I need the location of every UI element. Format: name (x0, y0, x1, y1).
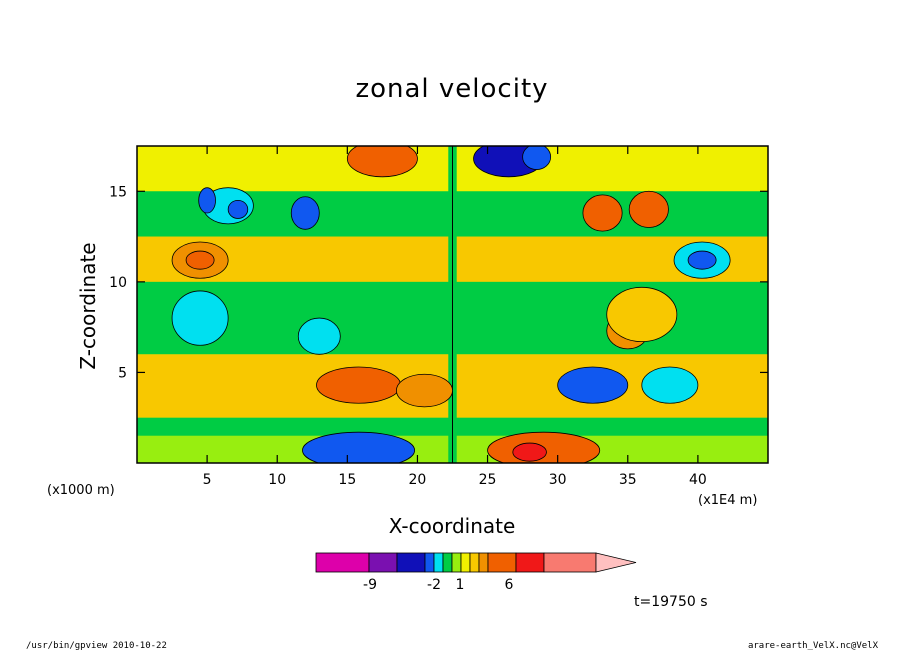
colorbar-label: 1 (456, 577, 465, 593)
field-band (137, 417, 454, 436)
colorbar-swatch (478, 552, 489, 573)
colorbar-swatch (396, 552, 426, 573)
x-tick-label: 15 (338, 472, 356, 488)
colorbar-swatch (424, 552, 435, 573)
colorbar-label: -2 (427, 577, 441, 593)
contour-feature (227, 199, 249, 219)
x-tick-label: 35 (619, 472, 637, 488)
contour-feature (582, 194, 623, 232)
x-tick-label: 10 (268, 472, 286, 488)
x-scale-label: (x1E4 m) (698, 493, 758, 508)
colorbar-swatch (451, 552, 462, 573)
x-axis-label: X-coordinate (388, 514, 516, 538)
contour-feature (606, 286, 678, 343)
chart-title: zonal velocity (355, 74, 549, 104)
contour-feature (628, 190, 669, 228)
x-tick-label: 30 (549, 472, 567, 488)
x-tick-label: 40 (689, 472, 707, 488)
contour-feature (557, 366, 629, 404)
contour-feature (346, 146, 418, 178)
field-band (453, 417, 768, 436)
x-axis-ticks: 5 10 15 20 25 30 35 40 (203, 146, 707, 488)
colorbar-label: 6 (505, 577, 514, 593)
x-tick-label: 25 (479, 472, 497, 488)
colorbar-swatch (315, 552, 370, 573)
colorbar-swatch (368, 552, 398, 573)
x-tick-label: 20 (409, 472, 427, 488)
y-tick-label: 5 (118, 365, 127, 381)
colorbar: -9 -2 1 6 (315, 552, 637, 593)
colorbar-swatch (487, 552, 517, 573)
contour-feature (185, 250, 215, 270)
contour-feature (198, 187, 216, 214)
x-tick-label: 5 (203, 472, 212, 488)
y-axis-label: Z-coordinate (76, 242, 100, 370)
contour-feature (396, 373, 453, 408)
colorbar-swatch (515, 552, 545, 573)
y-tick-label: 10 (109, 275, 127, 291)
y-tick-label: 15 (109, 184, 127, 200)
colorbar-swatch (433, 552, 444, 573)
contour-feature (297, 317, 341, 355)
colorbar-swatch (460, 552, 471, 573)
contour-feature (171, 290, 229, 346)
plot-frame (136, 145, 769, 464)
contour-feature (290, 196, 320, 230)
colorbar-label: -9 (363, 577, 377, 593)
contour-features (171, 146, 731, 463)
contour-feature (512, 442, 547, 462)
footer-right: arare-earth_VelX.nc@VelX (747, 641, 878, 651)
footer-left: /usr/bin/gpview 2010-10-22 (26, 641, 167, 651)
contour-feature (522, 146, 552, 170)
contour-feature (687, 250, 717, 270)
contour-feature (641, 366, 699, 404)
colorbar-swatch (442, 552, 453, 573)
time-label: t=19750 s (634, 594, 708, 610)
x-unit-label: (x1000 m) (47, 483, 115, 498)
colorbar-arrow (595, 552, 637, 573)
y-axis-ticks: 5 10 15 (109, 184, 768, 381)
colorbar-swatch (469, 552, 480, 573)
colorbar-swatch (543, 552, 597, 573)
contour-feature (302, 431, 416, 463)
contour-feature (316, 366, 402, 404)
